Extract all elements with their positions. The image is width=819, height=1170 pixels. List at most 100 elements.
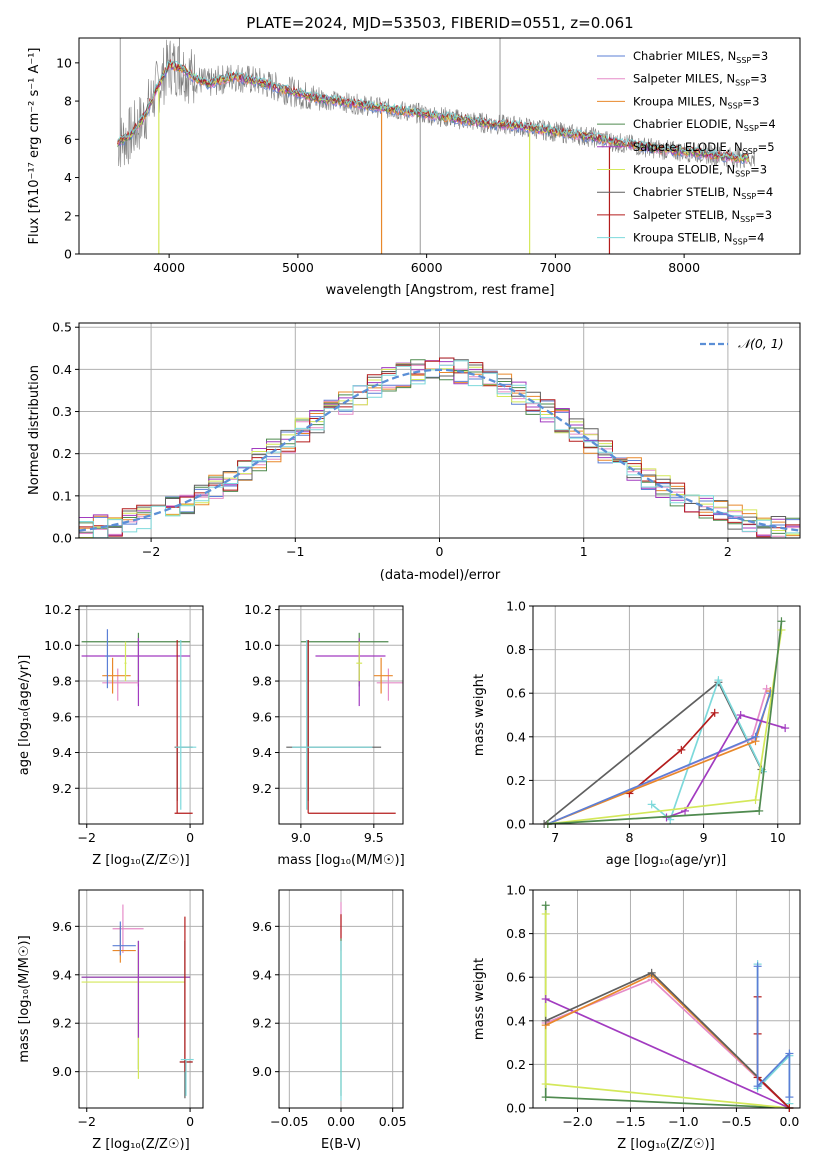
- x-tick-label: 0.05: [379, 1114, 407, 1129]
- y-tick-label: 1.0: [506, 883, 526, 898]
- weight-line-salpeter-miles: [545, 978, 790, 1109]
- weight-line-salpeter-elodie: [666, 713, 786, 819]
- y-tick-label: 10.2: [244, 602, 272, 617]
- y-tick-label: 8: [64, 94, 72, 109]
- residual-ylabel: Normed distribution: [27, 365, 42, 495]
- y-tick-label: 0.6: [506, 686, 526, 701]
- residual-legend: 𝒩(0, 1): [700, 336, 784, 351]
- y-tick-label: 10.0: [44, 638, 72, 653]
- legend-label: Chabrier ELODIE, NSSP=4: [633, 117, 776, 133]
- spectrum-plot: 4000 5000 6000 7000 8000 0 2 4 6 8 10: [56, 38, 755, 275]
- x-tick-label: 0.00: [327, 1114, 355, 1129]
- spectrum-title: PLATE=2024, MJD=53503, FIBERID=0551, z=0…: [246, 14, 633, 32]
- x-tick-label: −2: [78, 830, 96, 845]
- x-tick-label: 0.0: [779, 1114, 799, 1129]
- x-tick-label: 7: [551, 830, 559, 845]
- z-mass-ylabel: mass [log₁₀(M/M☉)]: [17, 935, 32, 1062]
- x-tick-label: 4000: [153, 260, 185, 275]
- y-tick-label: 9.0: [252, 1064, 272, 1079]
- y-tick-label: 10.2: [44, 602, 72, 617]
- y-tick-label: 9.2: [52, 1016, 72, 1031]
- spectrum-legend: Chabrier MILES, NSSP=3 Salpeter MILES, NS…: [597, 49, 776, 247]
- z-age-xlabel: Z [log₁₀(Z/Z☉)]: [92, 853, 189, 868]
- age-weights-ylabel: mass weight: [472, 674, 487, 756]
- x-tick-label: 6000: [411, 260, 443, 275]
- ebv-mass-plot: −0.05 0.00 0.05 9.0 9.2 9.4 9.6: [252, 890, 407, 1129]
- y-tick-label: 0.2: [52, 446, 72, 461]
- residual-xlabel: (data-model)/error: [380, 568, 501, 583]
- y-tick-label: 0.5: [52, 320, 72, 335]
- mass-age-xlabel: mass [log₁₀(M/M☉)]: [277, 853, 404, 868]
- y-tick-label: 9.2: [252, 1016, 272, 1031]
- y-tick-label: 6: [64, 132, 72, 147]
- x-tick-label: −1.0: [668, 1114, 698, 1129]
- y-tick-label: 9.4: [252, 745, 272, 760]
- histogram-salpeter-stelib: [79, 357, 800, 538]
- y-tick-label: 9.2: [252, 781, 272, 796]
- y-tick-label: 0: [64, 247, 72, 262]
- x-tick-label: 0: [186, 830, 194, 845]
- z-mass-plot: −2 0 9.0 9.2 9.4 9.6: [52, 890, 203, 1129]
- weight-line-salpeter-miles: [547, 688, 768, 825]
- model-fit-kroupa-stelib: [117, 60, 749, 160]
- y-tick-label: 0.8: [506, 642, 526, 657]
- spectrum-ylabel: Flux [fλ10⁻¹⁷ erg cm⁻² s⁻¹ A⁻¹]: [27, 48, 42, 245]
- x-tick-label: 8: [625, 830, 633, 845]
- x-tick-label: 9.5: [364, 830, 384, 845]
- weight-line-kroupa-stelib: [651, 677, 764, 822]
- y-tick-label: 9.8: [252, 674, 272, 689]
- x-tick-label: 8000: [668, 260, 700, 275]
- z-weights-xlabel: Z [log₁₀(Z/Z☉)]: [617, 1137, 714, 1152]
- residual-histogram: −2 −1 0 1 2 0.0 0.1 0.2 0.3 0.4 0.5: [52, 320, 800, 559]
- y-tick-label: 0.2: [506, 773, 526, 788]
- y-tick-label: 9.6: [252, 919, 272, 934]
- y-tick-label: 9.6: [52, 709, 72, 724]
- y-tick-label: 0.4: [52, 362, 72, 377]
- y-tick-label: 9.4: [252, 967, 272, 982]
- y-tick-label: 0.1: [52, 488, 72, 503]
- legend-label: Kroupa ELODIE, NSSP=3: [633, 163, 767, 179]
- z-age-ylabel: age [log₁₀(age/yr)]: [17, 655, 32, 776]
- y-tick-label: 9.8: [52, 674, 72, 689]
- x-tick-label: −2: [78, 1114, 96, 1129]
- legend-label: Kroupa MILES, NSSP=3: [633, 94, 759, 110]
- z-age-plot: −2 0 9.2 9.4 9.6 9.8 10.0 10.2: [44, 602, 203, 845]
- y-tick-label: 10: [56, 55, 72, 70]
- x-tick-label: 7000: [539, 260, 571, 275]
- z-mass-xlabel: Z [log₁₀(Z/Z☉)]: [92, 1137, 189, 1152]
- legend-label: Salpeter MILES, NSSP=3: [633, 72, 767, 88]
- y-tick-label: 10.0: [244, 638, 272, 653]
- x-tick-label: 10: [770, 830, 786, 845]
- y-tick-label: 0.2: [506, 1057, 526, 1072]
- x-tick-label: −2.0: [562, 1114, 592, 1129]
- x-tick-label: 2: [724, 544, 732, 559]
- weight-line-chabrier-elodie: [544, 905, 790, 1109]
- age-weights-plot: 7 8 9 10 0.0 0.2 0.4 0.6 0.8 1.0: [506, 599, 800, 845]
- x-tick-label: −2: [142, 544, 160, 559]
- weight-line-kroupa-miles: [547, 690, 772, 825]
- z-weights-ylabel: mass weight: [472, 958, 487, 1040]
- spectrum-xlabel: wavelength [Angstrom, rest frame]: [326, 283, 555, 298]
- legend-label: Salpeter ELODIE, NSSP=5: [633, 140, 775, 156]
- y-tick-label: 0.6: [506, 970, 526, 985]
- x-tick-label: −0.5: [721, 1114, 751, 1129]
- x-tick-label: −1: [286, 544, 304, 559]
- age-weights-xlabel: age [log₁₀(age/yr)]: [606, 853, 727, 868]
- normal-curve: [79, 368, 800, 532]
- y-tick-label: 0.3: [52, 404, 72, 419]
- x-tick-label: 0: [436, 544, 444, 559]
- y-tick-label: 0.8: [506, 926, 526, 941]
- weight-line-chabrier-miles: [547, 692, 772, 825]
- x-tick-label: 9: [700, 830, 708, 845]
- x-tick-label: −0.05: [270, 1114, 308, 1129]
- y-tick-label: 9.6: [52, 919, 72, 934]
- legend-label: Chabrier MILES, NSSP=3: [633, 49, 768, 65]
- y-tick-label: 0.0: [506, 1101, 526, 1116]
- ebv-mass-xlabel: E(B-V): [321, 1137, 361, 1152]
- legend-label: Salpeter STELIB, NSSP=3: [633, 208, 772, 224]
- y-tick-label: 9.0: [52, 1064, 72, 1079]
- x-tick-label: 0: [186, 1114, 194, 1129]
- y-tick-label: 4: [64, 170, 72, 185]
- x-tick-label: 1: [580, 544, 588, 559]
